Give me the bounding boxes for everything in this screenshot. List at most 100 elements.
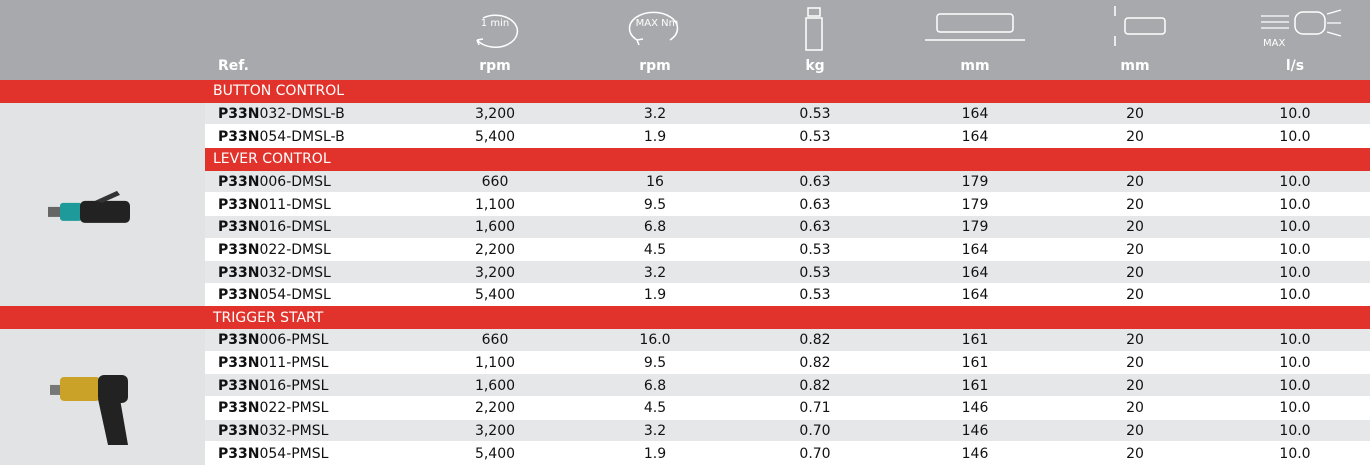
ref-cell: P33N006-PMSL	[218, 333, 328, 347]
ref-code: 006-DMSL	[259, 174, 330, 190]
ref-prefix: P33N	[218, 378, 259, 394]
ref-code: 022-DMSL	[259, 242, 330, 258]
value-cell: 146	[895, 447, 1055, 461]
value-cell: 0.53	[735, 266, 895, 280]
page: Ref. 1 min MAX Nm MAX rpmrpmkgmmmml/sBUT…	[0, 0, 1370, 465]
ref-cell: P33N011-DMSL	[218, 198, 331, 212]
ref-cell: P33N022-DMSL	[218, 243, 331, 257]
ref-prefix: P33N	[218, 242, 259, 258]
ref-code: 054-DMSL	[259, 287, 330, 303]
value-cell: 10.0	[1215, 447, 1370, 461]
value-cell: 6.8	[575, 379, 735, 393]
section-title: LEVER CONTROL	[205, 148, 1370, 171]
ref-code: 016-DMSL	[259, 219, 330, 235]
value-cell: 20	[1055, 243, 1215, 257]
value-cell: 10.0	[1215, 333, 1370, 347]
ref-code: 054-DMSL-B	[259, 129, 344, 145]
value-cell: 10.0	[1215, 130, 1370, 144]
ref-cell: P33N032-DMSL-B	[218, 107, 345, 121]
ref-prefix: P33N	[218, 129, 259, 145]
product-image	[0, 103, 205, 307]
value-cell: 1,100	[415, 356, 575, 370]
collet-icon	[1055, 4, 1215, 54]
value-cell: 1,600	[415, 379, 575, 393]
value-cell: 0.71	[735, 401, 895, 415]
value-cell: 179	[895, 198, 1055, 212]
value-cell: 5,400	[415, 447, 575, 461]
value-cell: 161	[895, 333, 1055, 347]
value-cell: 146	[895, 401, 1055, 415]
value-cell: 0.82	[735, 356, 895, 370]
unit-heading: mm	[1055, 58, 1215, 74]
section-title: BUTTON CONTROL	[0, 80, 1370, 103]
ref-code: 032-DMSL-B	[259, 106, 344, 122]
value-cell: 20	[1055, 107, 1215, 121]
value-cell: 164	[895, 266, 1055, 280]
ref-prefix: P33N	[218, 423, 259, 439]
unit-heading: mm	[895, 58, 1055, 74]
value-cell: 10.0	[1215, 356, 1370, 370]
value-cell: 3,200	[415, 266, 575, 280]
value-cell: 16.0	[575, 333, 735, 347]
ref-code: 016-PMSL	[259, 378, 328, 394]
icon-label: MAX	[1263, 38, 1285, 49]
value-cell: 20	[1055, 447, 1215, 461]
value-cell: 4.5	[575, 243, 735, 257]
value-cell: 660	[415, 175, 575, 189]
value-cell: 20	[1055, 288, 1215, 302]
value-cell: 20	[1055, 175, 1215, 189]
value-cell: 2,200	[415, 401, 575, 415]
value-cell: 9.5	[575, 356, 735, 370]
value-cell: 10.0	[1215, 107, 1370, 121]
value-cell: 20	[1055, 356, 1215, 370]
value-cell: 1.9	[575, 447, 735, 461]
value-cell: 1,100	[415, 198, 575, 212]
value-cell: 20	[1055, 198, 1215, 212]
value-cell: 16	[575, 175, 735, 189]
value-cell: 0.53	[735, 288, 895, 302]
ref-cell: P33N016-DMSL	[218, 220, 331, 234]
ref-cell: P33N032-DMSL	[218, 266, 331, 280]
length-icon	[895, 4, 1055, 54]
value-cell: 0.82	[735, 379, 895, 393]
value-cell: 164	[895, 130, 1055, 144]
value-cell: 20	[1055, 379, 1215, 393]
value-cell: 6.8	[575, 220, 735, 234]
value-cell: 10.0	[1215, 198, 1370, 212]
ref-prefix: P33N	[218, 355, 259, 371]
unit-heading: l/s	[1215, 58, 1370, 74]
icon-label: MAX Nm	[636, 18, 679, 29]
value-cell: 10.0	[1215, 288, 1370, 302]
ref-cell: P33N011-PMSL	[218, 356, 328, 370]
torque-icon: MAX Nm	[575, 4, 735, 54]
ref-code: 011-DMSL	[259, 197, 330, 213]
value-cell: 20	[1055, 220, 1215, 234]
value-cell: 164	[895, 288, 1055, 302]
value-cell: 20	[1055, 266, 1215, 280]
ref-prefix: P33N	[218, 174, 259, 190]
value-cell: 1,600	[415, 220, 575, 234]
value-cell: 20	[1055, 333, 1215, 347]
ref-code: 006-PMSL	[259, 332, 328, 348]
value-cell: 10.0	[1215, 175, 1370, 189]
value-cell: 0.53	[735, 243, 895, 257]
ref-cell: P33N054-DMSL	[218, 288, 331, 302]
unit-heading: rpm	[575, 58, 735, 74]
ref-heading: Ref.	[205, 58, 325, 74]
section-title: TRIGGER START	[0, 306, 1370, 329]
value-cell: 10.0	[1215, 401, 1370, 415]
value-cell: 0.63	[735, 220, 895, 234]
value-cell: 20	[1055, 424, 1215, 438]
ref-cell: P33N054-DMSL-B	[218, 130, 345, 144]
ref-prefix: P33N	[218, 197, 259, 213]
product-image	[0, 329, 205, 465]
speed-icon: 1 min	[415, 4, 575, 54]
ref-prefix: P33N	[218, 400, 259, 416]
unit-heading: kg	[735, 58, 895, 74]
ref-prefix: P33N	[218, 287, 259, 303]
value-cell: 3.2	[575, 424, 735, 438]
value-cell: 660	[415, 333, 575, 347]
value-cell: 3,200	[415, 107, 575, 121]
ref-prefix: P33N	[218, 219, 259, 235]
value-cell: 0.63	[735, 175, 895, 189]
